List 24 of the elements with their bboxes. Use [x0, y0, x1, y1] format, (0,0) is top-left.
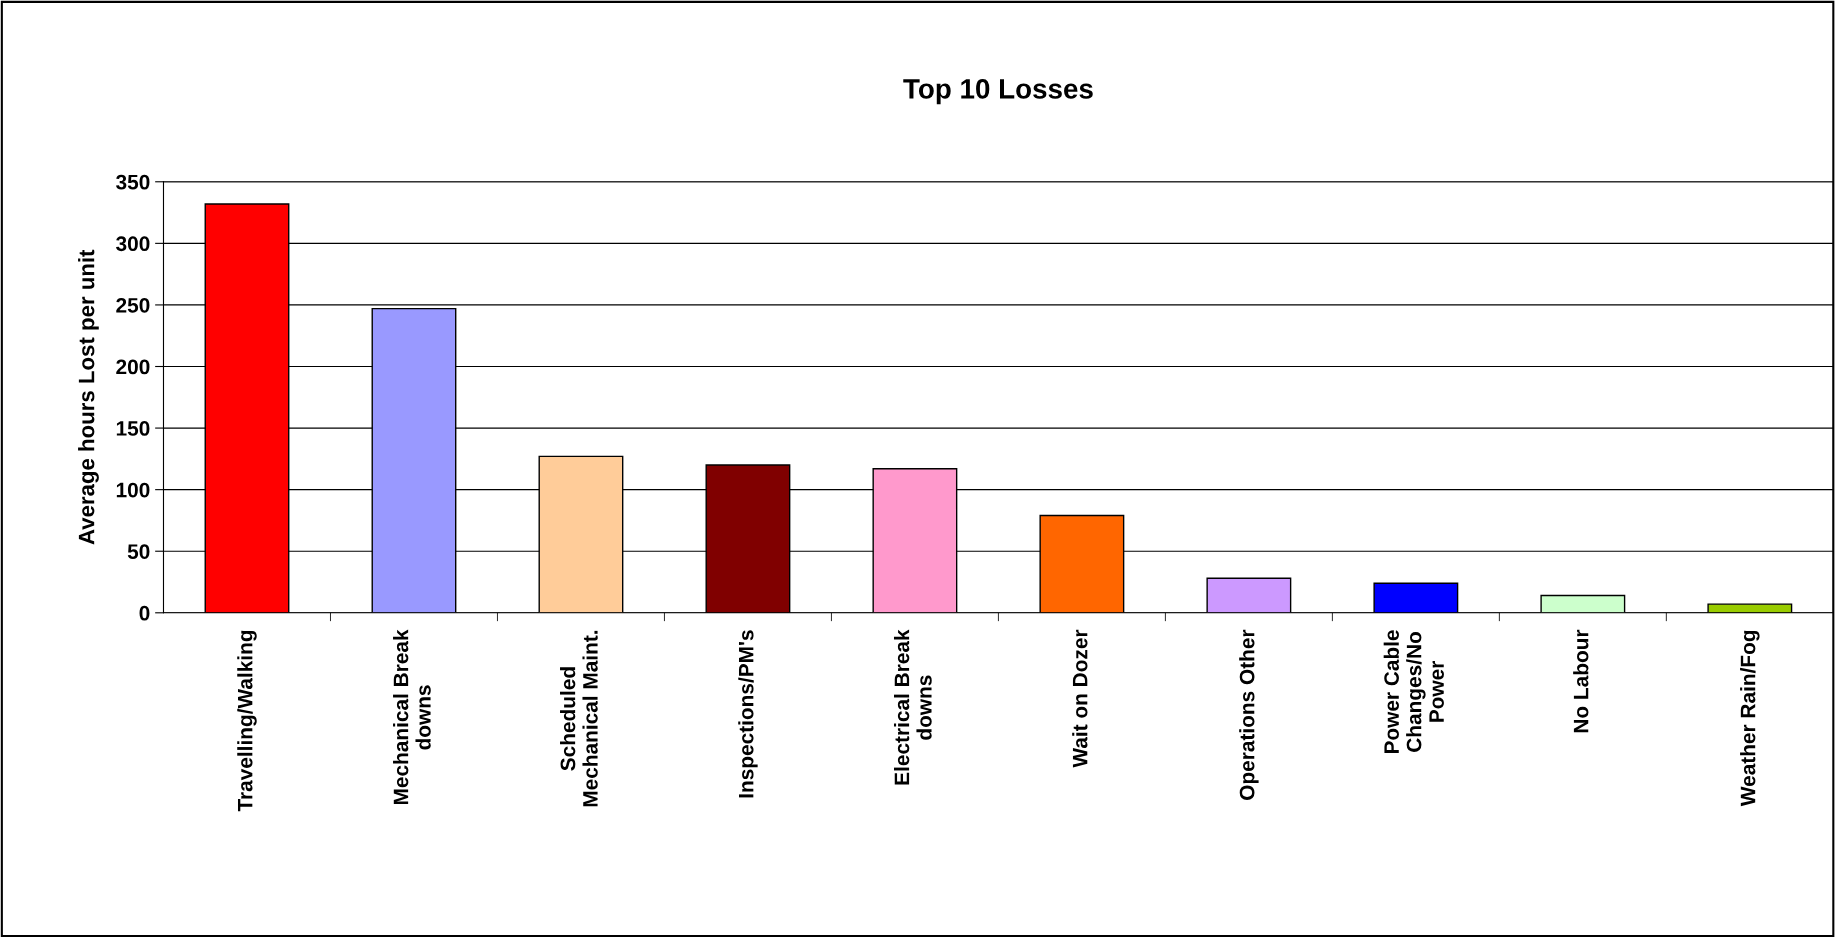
- x-tick-label: Weather Rain/Fog: [1740, 630, 1760, 807]
- x-tick-label: Mechanical Break downs: [393, 629, 431, 805]
- y-axis-title: Average hours Lost per unit: [78, 249, 99, 545]
- y-tick-label: 250: [116, 297, 150, 313]
- x-tick-label: Inspections/PM's: [738, 630, 758, 798]
- x-tick-label: Scheduled Mechanical Maint.: [560, 630, 598, 807]
- bar: [1373, 582, 1459, 613]
- bar: [1540, 594, 1626, 613]
- bar: [1206, 577, 1292, 613]
- chart-title: Top 10 Losses: [903, 79, 1093, 105]
- x-tick-label: Electrical Break downs: [893, 629, 932, 785]
- x-tick-label: Power Cable Changes/No Power: [1383, 630, 1444, 754]
- y-tick-label: 150: [116, 421, 150, 436]
- y-tick-label: 0: [139, 605, 150, 621]
- x-tick-label: Operations Other: [1239, 629, 1259, 800]
- y-tick-label: 200: [116, 359, 150, 375]
- y-tick-label: 100: [116, 482, 150, 498]
- x-tick-label: Wait on Dozer: [1072, 629, 1088, 768]
- y-tick-label: 300: [116, 236, 150, 252]
- bar: [1707, 603, 1793, 613]
- y-tick-label: 50: [127, 544, 150, 559]
- y-tick-label: 350: [116, 174, 150, 190]
- x-tick-label: Travelling/Walking: [237, 630, 257, 812]
- x-tick-label: No Labour: [1573, 629, 1589, 733]
